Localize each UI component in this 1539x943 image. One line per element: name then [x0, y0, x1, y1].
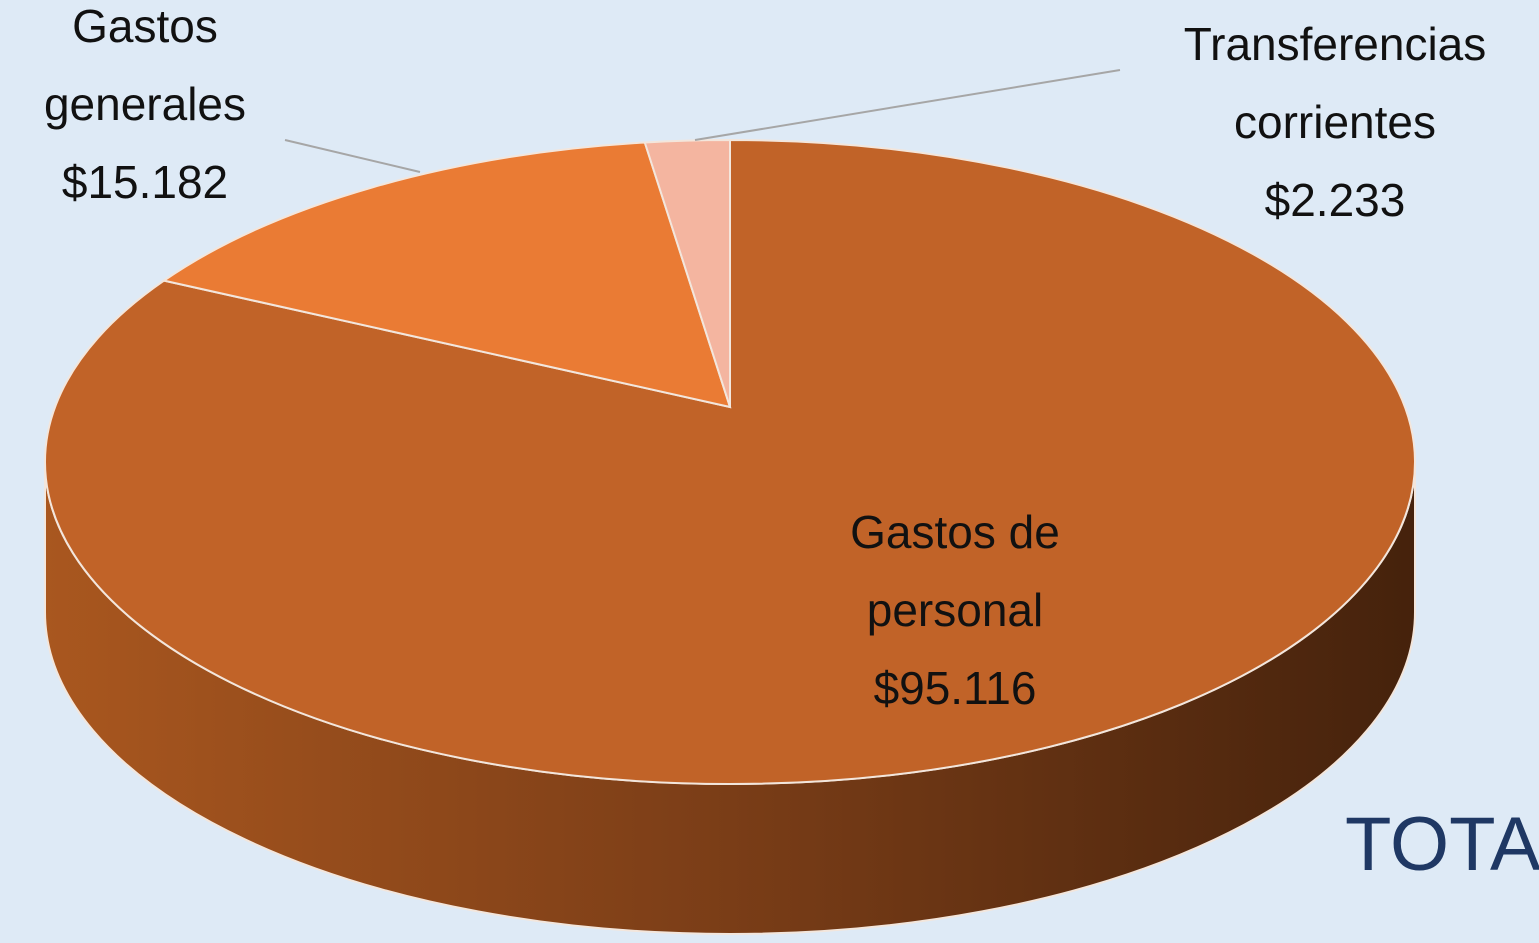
category-label: Transferencias corrientes — [1184, 18, 1487, 148]
value-label: $95.116 — [874, 662, 1037, 714]
data-label: Gastos de personal $95.116 — [850, 506, 1060, 714]
value-label: $15.182 — [62, 156, 228, 208]
annotation: TOTA — [1345, 802, 1539, 887]
value-label: $2.233 — [1265, 174, 1406, 226]
leader-line — [694, 69, 1121, 141]
pie-slice — [44, 138, 1416, 785]
pie-slice — [643, 138, 731, 408]
category-label: Gastos de personal — [850, 506, 1060, 636]
leader-line — [284, 139, 421, 173]
pie-slice — [161, 141, 732, 409]
data-label: Transferencias corrientes $2.233 — [1184, 18, 1487, 226]
data-label: Gastos generales $15.182 — [44, 0, 246, 208]
category-label: Gastos generales — [44, 0, 246, 130]
